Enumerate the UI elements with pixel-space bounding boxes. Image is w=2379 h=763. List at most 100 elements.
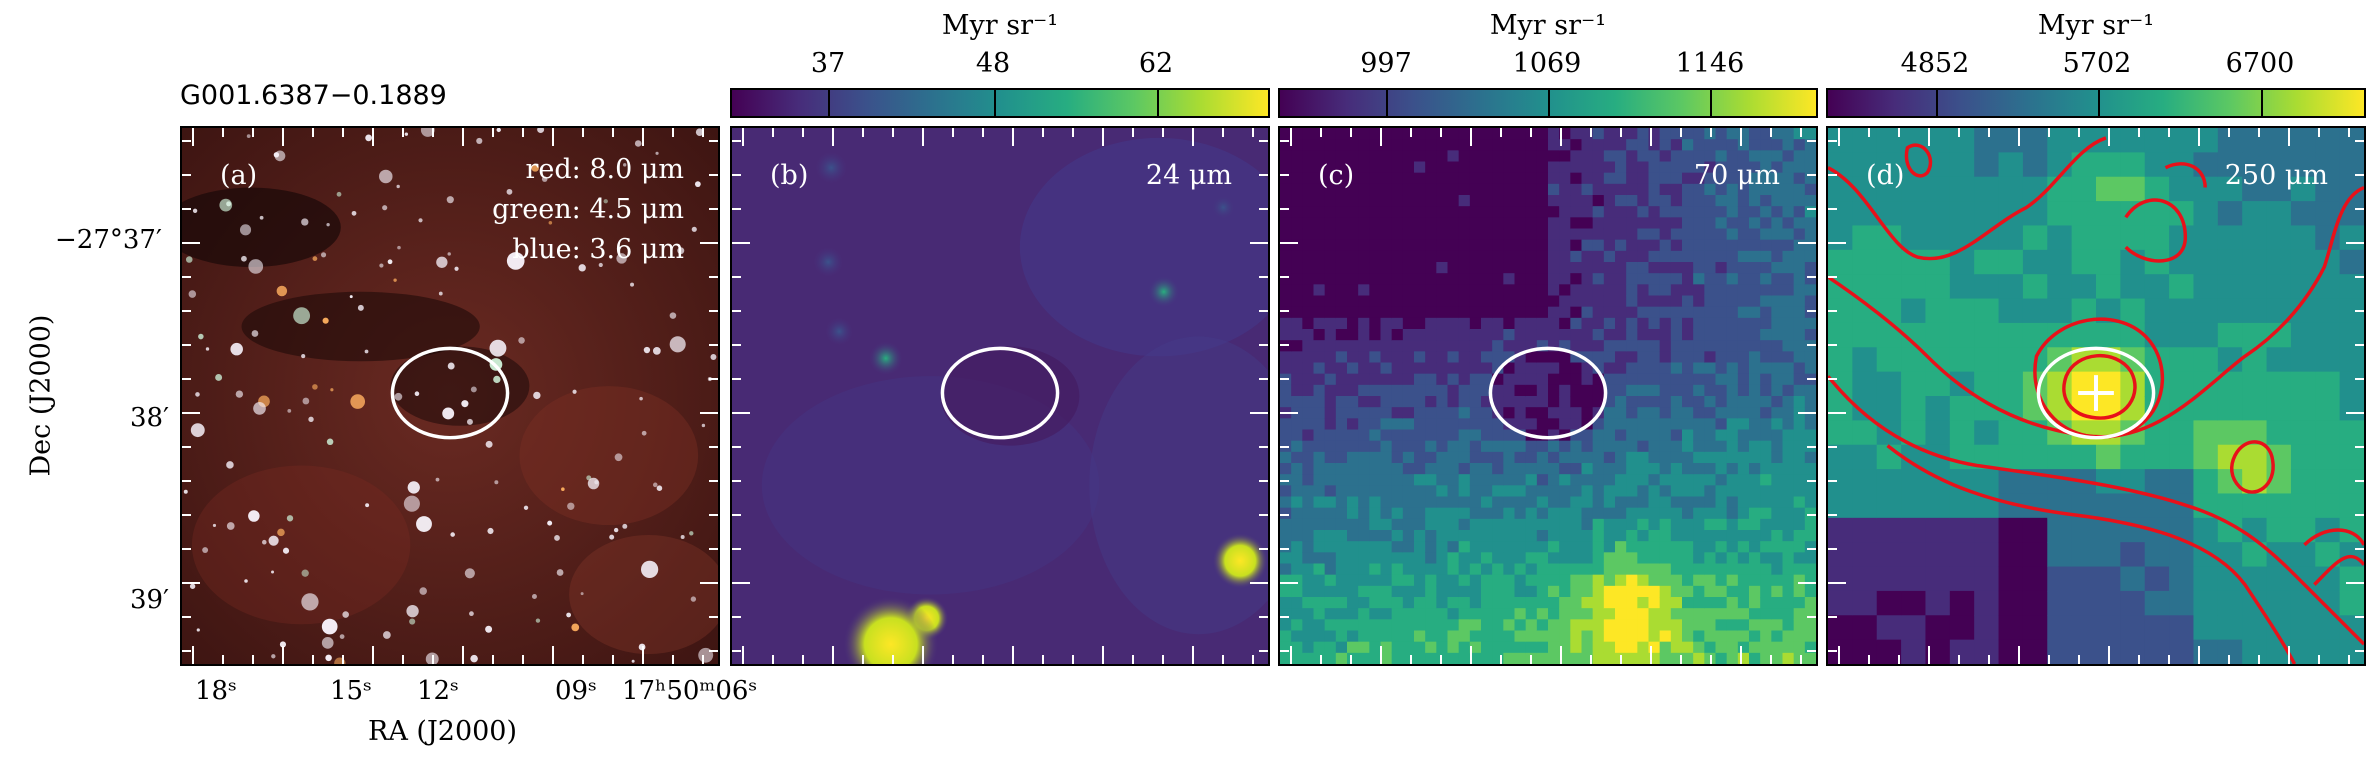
tick-mark: [1042, 128, 1044, 137]
tick-mark: [732, 650, 741, 652]
tick-mark: [192, 646, 194, 664]
panel-c-70um-image: (c) 70 μm: [1278, 126, 1818, 666]
tick-mark: [2078, 128, 2080, 137]
tick-mark: [462, 646, 464, 664]
tick-mark: [342, 655, 344, 664]
tick-mark: [1410, 128, 1412, 137]
tick-mark: [2355, 446, 2364, 448]
tick-mark: [1280, 650, 1289, 652]
tick-mark: [1807, 276, 1816, 278]
tick-mark: [2228, 655, 2230, 664]
tick-mark: [732, 548, 741, 550]
tick-mark: [1807, 548, 1816, 550]
tick-mark: [1620, 655, 1622, 664]
tick-mark: [1280, 140, 1289, 142]
tick-mark: [982, 655, 984, 664]
tick-mark: [832, 128, 834, 146]
tick-mark: [1560, 646, 1562, 664]
tick-mark: [182, 616, 191, 618]
tick-mark: [1350, 655, 1352, 664]
tick-mark: [1280, 616, 1289, 618]
colorbar-b: [730, 88, 1270, 118]
tick-mark: [252, 655, 254, 664]
tick-mark: [1898, 655, 1900, 664]
tick-mark: [182, 140, 191, 142]
panel-a-legend: red: 8.0 μm green: 4.5 μm blue: 3.6 μm: [492, 150, 684, 270]
panel-d-wavelength: 250 μm: [2224, 160, 2328, 191]
tick-mark: [1012, 128, 1014, 146]
colorbar-d-tick-2: 5702: [2062, 48, 2132, 79]
colorbar-b-tick-1: 37: [810, 48, 846, 79]
tick-mark: [1162, 655, 1164, 664]
colorbar-d-unit: Myr sr⁻¹: [2037, 10, 2155, 41]
tick-mark: [582, 128, 584, 137]
ra-tick-1: 18ˢ: [195, 676, 237, 706]
tick-mark: [1280, 582, 1298, 584]
tick-mark: [1280, 310, 1289, 312]
y-axis-label: Dec (J2000): [25, 314, 57, 477]
tick-mark: [1280, 378, 1289, 380]
tick-mark: [1280, 480, 1289, 482]
tick-mark: [1162, 128, 1164, 137]
tick-mark: [552, 128, 554, 146]
tick-mark: [1650, 646, 1652, 664]
tick-mark: [709, 378, 718, 380]
tick-mark: [862, 655, 864, 664]
tick-mark: [1770, 128, 1772, 137]
panel-a-rgb-image: (a) red: 8.0 μm green: 4.5 μm blue: 3.6 …: [180, 126, 720, 666]
tick-mark: [2228, 128, 2230, 137]
tick-mark: [182, 378, 191, 380]
tick-mark: [709, 310, 718, 312]
tick-mark: [1828, 650, 1837, 652]
tick-mark: [732, 344, 741, 346]
tick-mark: [2355, 514, 2364, 516]
colorbar-b-tick-2: 48: [975, 48, 1011, 79]
tick-mark: [1798, 242, 1816, 244]
tick-mark: [982, 128, 984, 137]
tick-mark: [862, 128, 864, 137]
tick-mark: [2355, 650, 2364, 652]
colorbar-d: [1826, 88, 2366, 118]
legend-green: green: 4.5 μm: [492, 194, 684, 225]
tick-mark: [2355, 378, 2364, 380]
tick-mark: [1828, 548, 1837, 550]
tick-mark: [1222, 655, 1224, 664]
tick-mark: [1259, 480, 1268, 482]
tick-mark: [1988, 655, 1990, 664]
tick-mark: [1250, 242, 1268, 244]
tick-mark: [492, 128, 494, 137]
tick-mark: [2355, 208, 2364, 210]
tick-mark: [1042, 655, 1044, 664]
tick-mark: [402, 655, 404, 664]
dec-tick-3: 39′: [130, 585, 169, 615]
tick-mark: [2198, 128, 2200, 146]
tick-mark: [2355, 344, 2364, 346]
tick-mark: [1590, 128, 1592, 137]
tick-mark: [2355, 616, 2364, 618]
tick-mark: [732, 514, 741, 516]
tick-mark: [892, 655, 894, 664]
tick-mark: [732, 446, 741, 448]
colorbar-c-unit: Myr sr⁻¹: [1489, 10, 1607, 41]
tick-mark: [1280, 174, 1289, 176]
tick-mark: [700, 412, 718, 414]
tick-mark: [612, 128, 614, 137]
tick-mark: [709, 480, 718, 482]
tick-mark: [1259, 548, 1268, 550]
panel-b-label: (b): [770, 160, 809, 191]
tick-mark: [2355, 276, 2364, 278]
tick-mark: [1072, 128, 1074, 137]
tick-mark: [952, 655, 954, 664]
tick-mark: [1828, 174, 1837, 176]
tick-mark: [772, 655, 774, 664]
tick-mark: [372, 128, 374, 146]
tick-mark: [732, 582, 750, 584]
tick-mark: [1740, 128, 1742, 146]
colorbar-d-tick-3: 6700: [2225, 48, 2295, 79]
tick-mark: [1828, 446, 1837, 448]
ra-tick-4: 09ˢ: [555, 676, 597, 706]
tick-mark: [2258, 655, 2260, 664]
tick-mark: [2318, 655, 2320, 664]
tick-mark: [182, 174, 191, 176]
tick-mark: [2355, 548, 2364, 550]
